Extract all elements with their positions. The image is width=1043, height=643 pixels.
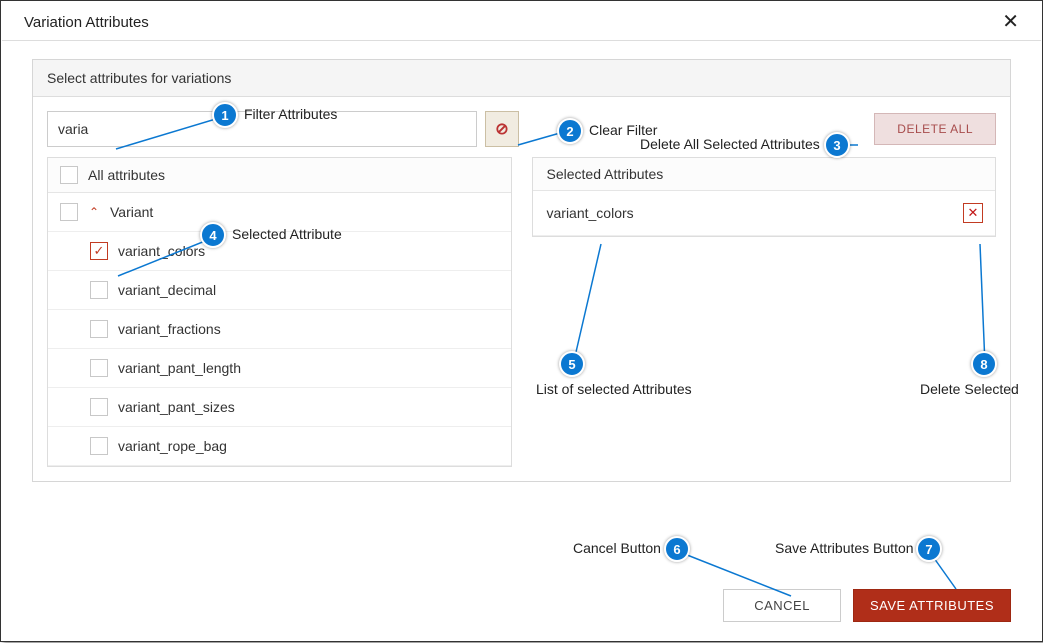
- modal: Variation Attributes ✕ Select attributes…: [2, 2, 1041, 640]
- attribute-row[interactable]: variant_pant_length: [48, 349, 511, 388]
- attribute-label: variant_colors: [118, 243, 205, 259]
- attribute-row[interactable]: variant_rope_bag: [48, 427, 511, 466]
- delete-all-button[interactable]: DELETE ALL: [874, 113, 996, 145]
- attribute-checkbox[interactable]: [90, 359, 108, 377]
- delete-selected-button[interactable]: ✕: [963, 203, 983, 223]
- attribute-group-row[interactable]: ⌃ Variant: [48, 193, 511, 232]
- attribute-checkbox[interactable]: ✓: [90, 242, 108, 260]
- selected-attribute-row: variant_colors ✕: [533, 191, 996, 236]
- attribute-row[interactable]: variant_fractions: [48, 310, 511, 349]
- filter-row: ⊘ DELETE ALL: [33, 97, 1010, 157]
- selected-attributes-label: Selected Attributes: [547, 166, 664, 182]
- panel: Select attributes for variations ⊘ DELET…: [32, 59, 1011, 482]
- filter-input[interactable]: [47, 111, 477, 147]
- attribute-label: variant_rope_bag: [118, 438, 227, 454]
- modal-body: Select attributes for variations ⊘ DELET…: [2, 41, 1041, 579]
- attribute-checkbox[interactable]: [90, 398, 108, 416]
- attribute-checkbox[interactable]: [90, 437, 108, 455]
- right-actions: DELETE ALL: [874, 113, 996, 145]
- attribute-checkbox[interactable]: [90, 281, 108, 299]
- screenshot-frame: Variation Attributes ✕ Select attributes…: [0, 0, 1043, 642]
- save-attributes-button[interactable]: SAVE ATTRIBUTES: [853, 589, 1011, 622]
- selected-attribute-label: variant_colors: [547, 205, 634, 221]
- panel-title: Select attributes for variations: [33, 60, 1010, 97]
- group-label: Variant: [110, 204, 153, 220]
- chevron-up-icon: ⌃: [88, 205, 100, 219]
- all-attributes-col: All attributes ⌃ Variant ✓ variant_colors…: [47, 157, 512, 467]
- attribute-label: variant_fractions: [118, 321, 221, 337]
- all-attributes-label: All attributes: [88, 167, 165, 183]
- group-checkbox[interactable]: [60, 203, 78, 221]
- selected-attributes-header: Selected Attributes: [533, 158, 996, 191]
- selected-attributes-col: Selected Attributes variant_colors ✕: [532, 157, 997, 467]
- attribute-label: variant_pant_sizes: [118, 399, 235, 415]
- modal-header: Variation Attributes ✕: [2, 2, 1041, 41]
- attribute-label: variant_decimal: [118, 282, 216, 298]
- all-attributes-header: All attributes: [48, 158, 511, 193]
- close-icon[interactable]: ✕: [1002, 12, 1019, 32]
- clear-filter-icon: ⊘: [495, 119, 508, 139]
- cancel-button[interactable]: CANCEL: [723, 589, 841, 622]
- columns: All attributes ⌃ Variant ✓ variant_colors…: [33, 157, 1010, 481]
- modal-title: Variation Attributes: [24, 14, 149, 31]
- clear-filter-button[interactable]: ⊘: [485, 111, 519, 147]
- attribute-checkbox[interactable]: [90, 320, 108, 338]
- modal-footer: CANCEL SAVE ATTRIBUTES: [2, 579, 1041, 640]
- attribute-row[interactable]: variant_pant_sizes: [48, 388, 511, 427]
- attribute-row[interactable]: variant_decimal: [48, 271, 511, 310]
- attribute-label: variant_pant_length: [118, 360, 241, 376]
- all-attributes-box: All attributes ⌃ Variant ✓ variant_colors…: [47, 157, 512, 467]
- attribute-row[interactable]: ✓ variant_colors: [48, 232, 511, 271]
- all-checkbox[interactable]: [60, 166, 78, 184]
- attribute-scroll[interactable]: ⌃ Variant ✓ variant_colors variant_decimal…: [48, 193, 511, 466]
- selected-attributes-box: Selected Attributes variant_colors ✕: [532, 157, 997, 237]
